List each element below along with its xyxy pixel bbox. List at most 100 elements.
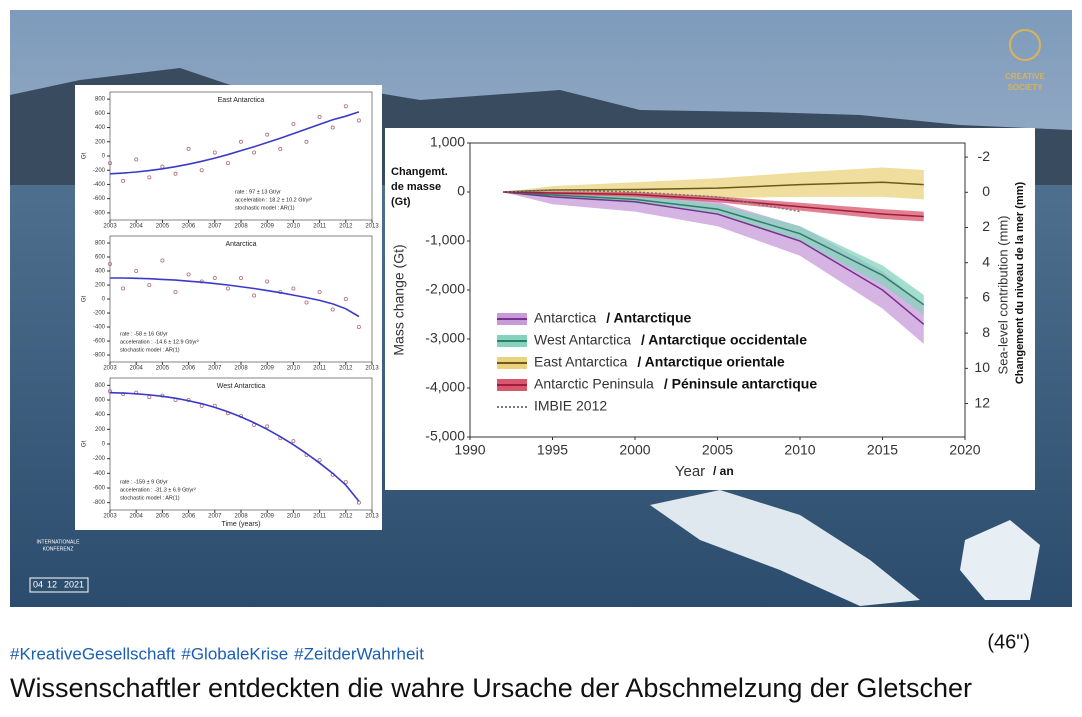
data-point — [343, 296, 348, 301]
legend-label-fr: / Péninsule antarctique — [664, 376, 817, 392]
y-axis-label-fr: de masse — [391, 181, 441, 193]
data-point — [238, 139, 243, 144]
y-tick-label: -4,000 — [425, 379, 465, 395]
data-point — [291, 122, 296, 127]
y2-tick-label: -2 — [978, 148, 991, 164]
x-tick-label: 2004 — [130, 366, 144, 372]
annotation: stochastic model : AR(1) — [120, 495, 180, 501]
data-line — [110, 277, 360, 318]
y-tick-label: 800 — [95, 241, 106, 247]
x-tick-label: 2008 — [234, 366, 248, 372]
x-tick-label: 2011 — [313, 224, 327, 230]
y-tick-label: 400 — [95, 269, 106, 275]
data-point — [186, 272, 191, 277]
data-point — [225, 286, 230, 291]
x-tick-label: 2015 — [867, 442, 898, 458]
x-tick-label: 2013 — [365, 366, 379, 372]
logo-text: CREATIVE — [1005, 72, 1046, 81]
data-point — [265, 279, 270, 284]
legend-label-fr: / Antarctique orientale — [637, 354, 785, 370]
hashtag[interactable]: #ZeitderWahrheit — [294, 644, 424, 663]
y2-tick-label: 2 — [982, 218, 990, 234]
x-tick-label: 2005 — [156, 224, 170, 230]
y-tick-label: 800 — [95, 97, 106, 103]
annotation: rate : -58 ± 16 Gt/yr — [120, 331, 168, 337]
y-tick-label: 200 — [95, 427, 106, 433]
data-point — [147, 175, 152, 180]
x-tick-label: 2020 — [949, 442, 980, 458]
data-point — [330, 307, 335, 312]
data-line — [109, 391, 360, 502]
y2-tick-label: 4 — [982, 253, 990, 269]
data-line — [502, 189, 801, 213]
data-point — [356, 118, 361, 123]
annotation: acceleration : 18.2 ± 10.2 Gt/yr² — [235, 197, 312, 203]
y-axis-label: Gt — [82, 441, 88, 448]
annotation: stochastic model : AR(1) — [235, 205, 295, 211]
y-tick-label: -800 — [93, 500, 106, 506]
x-tick-label: 2005 — [156, 366, 170, 372]
y-tick-label: 200 — [95, 283, 106, 289]
y-tick-label: 800 — [95, 383, 106, 389]
data-point — [212, 150, 217, 155]
y-tick-label: -200 — [93, 456, 106, 462]
x-tick-label: 2012 — [339, 366, 353, 372]
x-tick-label: 2010 — [287, 224, 301, 230]
ice — [650, 490, 920, 606]
data-point — [212, 275, 217, 280]
data-point — [317, 289, 322, 294]
x-tick-label: 2011 — [313, 366, 327, 372]
duration: (46") — [987, 631, 1030, 653]
badge-date: 2021 — [64, 579, 84, 589]
data-point — [173, 289, 178, 294]
data-point — [356, 324, 361, 329]
data-point — [199, 168, 204, 173]
hashtag[interactable]: #GlobaleKrise — [181, 644, 288, 663]
data-point — [317, 114, 322, 119]
data-point — [134, 268, 139, 273]
x-tick-label: 2009 — [261, 366, 275, 372]
x-tick-label: 2011 — [313, 514, 327, 520]
y-tick-label: 0 — [102, 154, 106, 160]
hashtag[interactable]: #KreativeGesellschaft — [10, 644, 176, 663]
data-point — [304, 139, 309, 144]
y-axis-label: Gt — [82, 296, 88, 303]
y-tick-label: -2,000 — [425, 281, 465, 297]
data-point — [108, 161, 113, 166]
panel-title: East Antarctica — [218, 97, 265, 104]
x-tick-label: 2007 — [208, 514, 222, 520]
data-point — [265, 424, 270, 429]
legend-label: Antarctic Peninsula — [534, 376, 654, 392]
y-axis-label: Mass change (Gt) — [391, 244, 407, 355]
y-tick-label: 600 — [95, 255, 106, 261]
data-point — [186, 146, 191, 151]
uncertainty-band — [503, 191, 924, 222]
y-tick-label: -600 — [93, 486, 106, 492]
x-tick-label: 2006 — [182, 224, 196, 230]
annotation: rate : -159 ± 9 Gt/yr — [120, 479, 168, 485]
x-tick-label: 2010 — [287, 514, 301, 520]
logo-text: SOCIETY — [1007, 83, 1043, 92]
y-tick-label: -200 — [93, 168, 106, 174]
legend-label-fr: / Antarctique — [606, 310, 691, 326]
y-tick-label: 600 — [95, 111, 106, 117]
data-point — [330, 125, 335, 130]
panel-box — [75, 85, 382, 530]
badge-text: INTERNATIONALE — [37, 539, 81, 545]
y-tick-label: -600 — [93, 196, 106, 202]
data-point — [291, 439, 296, 444]
y-tick-label: -5,000 — [425, 428, 465, 444]
y-tick-label: -400 — [93, 182, 106, 188]
video-frame[interactable]: CREATIVE SOCIETY INTERNATIONALE KONFEREN… — [10, 10, 1072, 607]
legend-label: West Antarctica — [534, 332, 631, 348]
y2-tick-label: 10 — [974, 359, 990, 375]
annotation: acceleration : -14.6 ± 12.9 Gt/yr² — [120, 339, 199, 345]
data-line — [502, 191, 924, 218]
x-tick-label: 2010 — [287, 366, 301, 372]
y-tick-label: 0 — [102, 442, 106, 448]
y-axis-label-fr: (Gt) — [391, 196, 411, 208]
data-point — [252, 293, 257, 298]
data-point — [343, 104, 348, 109]
panel-title: Antarctica — [225, 241, 256, 248]
